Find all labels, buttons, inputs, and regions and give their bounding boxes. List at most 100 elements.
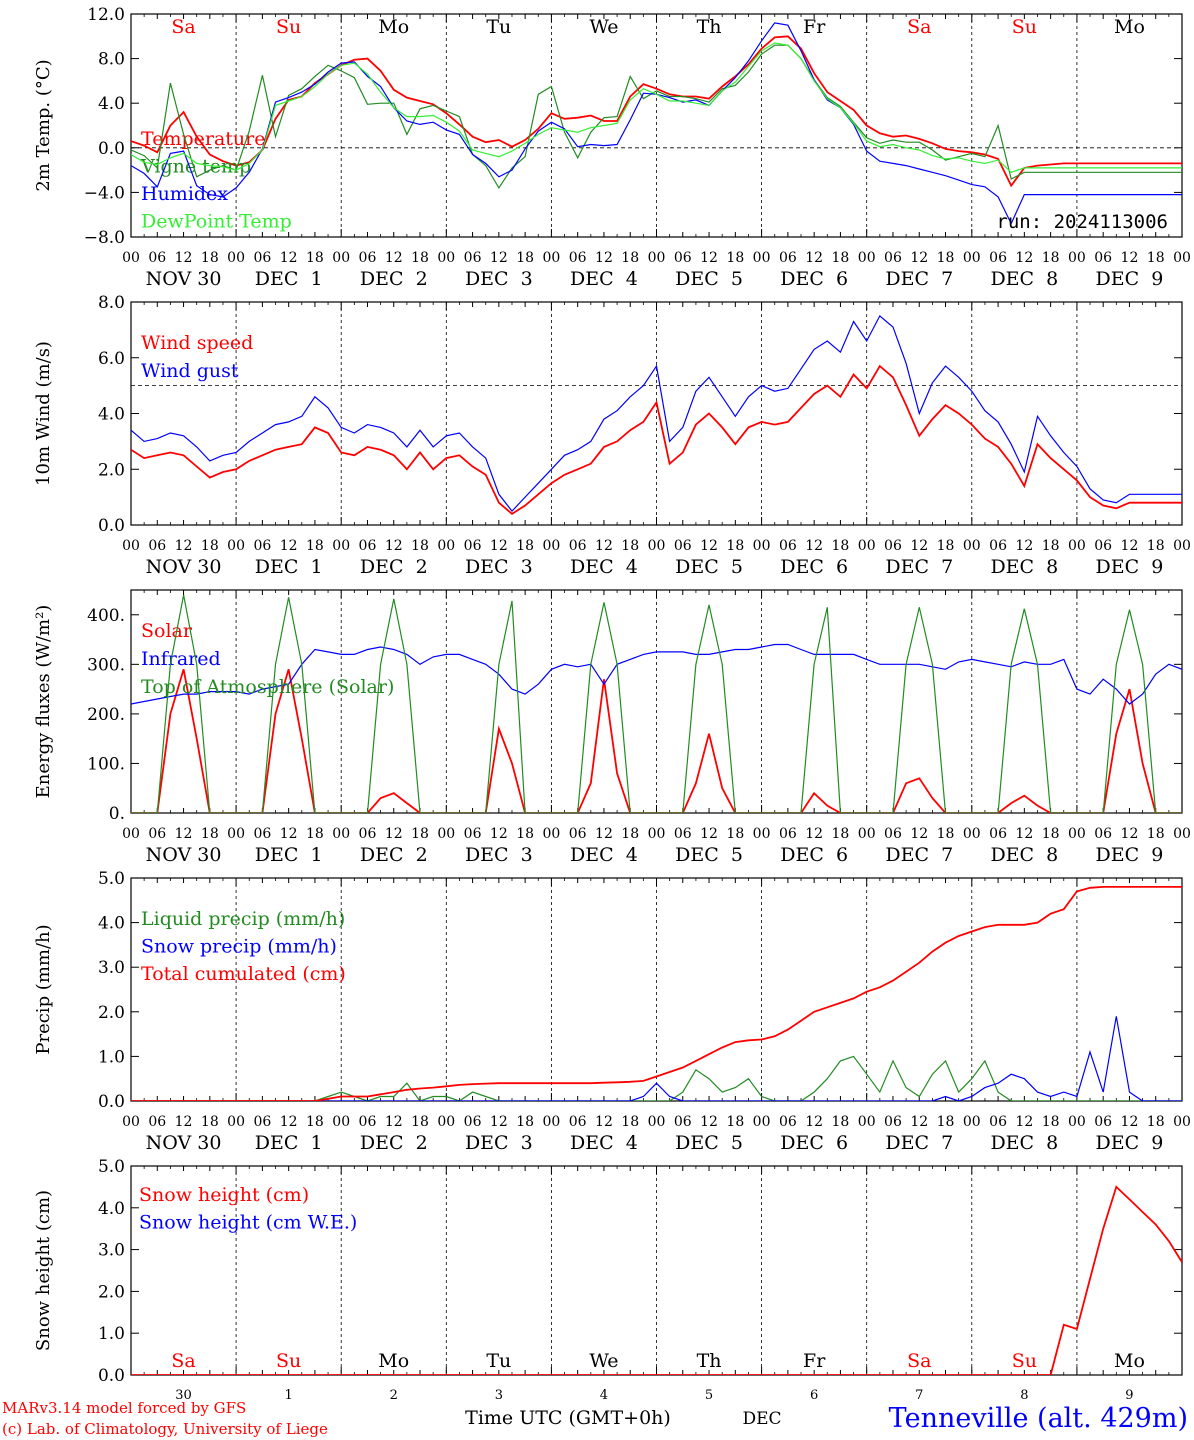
hour-label: 00 — [963, 538, 981, 554]
hour-label: 12 — [595, 538, 613, 554]
hour-label: 06 — [359, 826, 377, 842]
y-tick-label: 0.0 — [98, 1092, 125, 1112]
hour-label: 06 — [779, 1114, 797, 1130]
plot-frame — [130, 301, 1183, 526]
weekday-label: Mo — [378, 16, 409, 38]
hour-label: 12 — [490, 538, 508, 554]
hour-label: 06 — [884, 250, 902, 266]
hour-label: 12 — [1015, 1114, 1033, 1130]
y-tick-label: 5.0 — [98, 869, 125, 889]
legend-entry: Vigne temp — [140, 156, 251, 178]
hour-label: 12 — [490, 1114, 508, 1130]
hour-label: 12 — [175, 538, 193, 554]
day-number-label: 9 — [1125, 1388, 1133, 1403]
date-label: DEC 7 — [885, 268, 953, 290]
hour-label: 18 — [411, 250, 429, 266]
hour-label: 00 — [332, 538, 350, 554]
hour-label: 18 — [832, 538, 850, 554]
date-label: DEC 3 — [465, 844, 533, 866]
hour-label: 12 — [175, 826, 193, 842]
footer-model: MARv3.14 model forced by GFS — [2, 1399, 246, 1417]
hour-label: 00 — [858, 1114, 876, 1130]
hour-label: 00 — [1068, 538, 1086, 554]
hour-label: 12 — [595, 250, 613, 266]
weekday-label: We — [589, 1350, 618, 1372]
hour-label: 18 — [516, 538, 534, 554]
hour-label: 00 — [542, 1114, 560, 1130]
hour-label: 00 — [542, 826, 560, 842]
date-label: DEC 4 — [570, 1132, 638, 1154]
hour-label: 06 — [1094, 1114, 1112, 1130]
weekday-label: Sa — [171, 16, 195, 38]
date-label: NOV 30 — [146, 1132, 222, 1154]
series-line-wind-gust — [131, 314, 1182, 513]
panel-4: 0.0 1.0 2.0 3.0 4.0 5.0 Precip (mm/h) 00 06 12 18 0… — [33, 869, 1191, 1154]
hour-label: 06 — [989, 538, 1007, 554]
hour-label: 18 — [306, 1114, 324, 1130]
hour-label: 12 — [175, 250, 193, 266]
date-label: DEC 8 — [990, 1132, 1058, 1154]
hour-label: 12 — [1015, 250, 1033, 266]
hour-label: 18 — [726, 538, 744, 554]
date-label: DEC 4 — [570, 556, 638, 578]
y-tick-label: 1.0 — [98, 1324, 125, 1344]
date-label: DEC 3 — [465, 556, 533, 578]
hour-label: 06 — [674, 826, 692, 842]
y-tick-label: 3.0 — [98, 958, 125, 978]
hour-label: 06 — [779, 538, 797, 554]
y-tick-label: 8.0 — [98, 293, 125, 313]
y-axis-label: 10m Wind (m/s) — [33, 341, 54, 486]
series-line-snow-precip-mm-h — [131, 1016, 1182, 1101]
hour-label: 06 — [148, 1114, 166, 1130]
date-label: DEC 1 — [255, 1132, 323, 1154]
y-tick-label: 0.0 — [98, 1366, 125, 1386]
date-label: DEC 5 — [675, 1132, 743, 1154]
y-tick-label: 2.0 — [98, 1282, 125, 1302]
hour-label: 12 — [280, 250, 298, 266]
date-label: DEC 5 — [675, 268, 743, 290]
hour-label: 12 — [385, 1114, 403, 1130]
date-label: DEC 8 — [990, 844, 1058, 866]
hour-label: 06 — [884, 826, 902, 842]
hour-label: 18 — [201, 1114, 219, 1130]
series-line-top-of-atmosphere-solar — [131, 594, 1182, 813]
date-label: DEC 6 — [780, 1132, 848, 1154]
legend-entry: DewPoint Temp — [141, 211, 292, 233]
hour-label: 18 — [621, 538, 639, 554]
date-label: DEC 9 — [1096, 268, 1164, 290]
hour-label: 06 — [464, 826, 482, 842]
day-number-label: 1 — [285, 1388, 293, 1403]
hour-label: 12 — [700, 538, 718, 554]
legend-entry: Temperature — [141, 128, 265, 150]
date-label: DEC 8 — [990, 556, 1058, 578]
date-label: DEC 8 — [990, 268, 1058, 290]
hour-label: 06 — [464, 1114, 482, 1130]
weekday-label: Su — [276, 16, 301, 38]
hour-label: 00 — [227, 826, 245, 842]
hour-label: 06 — [148, 826, 166, 842]
date-label: DEC 3 — [465, 268, 533, 290]
hour-label: 18 — [411, 1114, 429, 1130]
panel-5: 0.0 1.0 2.0 3.0 4.0 5.0 Snow height (cm) Sa Su Mo… — [33, 1157, 1183, 1403]
legend-entry: Snow precip (mm/h) — [141, 936, 337, 958]
weekday-label: Tu — [486, 16, 511, 38]
weekday-label: Sa — [907, 1350, 931, 1372]
hour-label: 00 — [227, 1114, 245, 1130]
hour-label: 12 — [700, 250, 718, 266]
hour-label: 18 — [516, 250, 534, 266]
legend-entry: Top of Atmosphere (Solar) — [141, 676, 394, 698]
hour-label: 00 — [753, 538, 771, 554]
hour-label: 00 — [858, 826, 876, 842]
hour-label: 06 — [253, 826, 271, 842]
hour-label: 12 — [910, 538, 928, 554]
panel-1: −8.0 −4.0 0.0 4.0 8.0 12.0 2m Temp. (°C) 00 06 12… — [33, 5, 1191, 290]
hour-label: 00 — [227, 538, 245, 554]
hour-label: 18 — [516, 826, 534, 842]
date-label: DEC 5 — [675, 844, 743, 866]
hour-label: 00 — [332, 826, 350, 842]
hour-label: 18 — [1042, 826, 1060, 842]
day-number-label: 7 — [915, 1388, 923, 1403]
y-tick-label: 8.0 — [98, 50, 125, 70]
y-axis-label: 2m Temp. (°C) — [33, 59, 54, 191]
hour-label: 18 — [201, 826, 219, 842]
